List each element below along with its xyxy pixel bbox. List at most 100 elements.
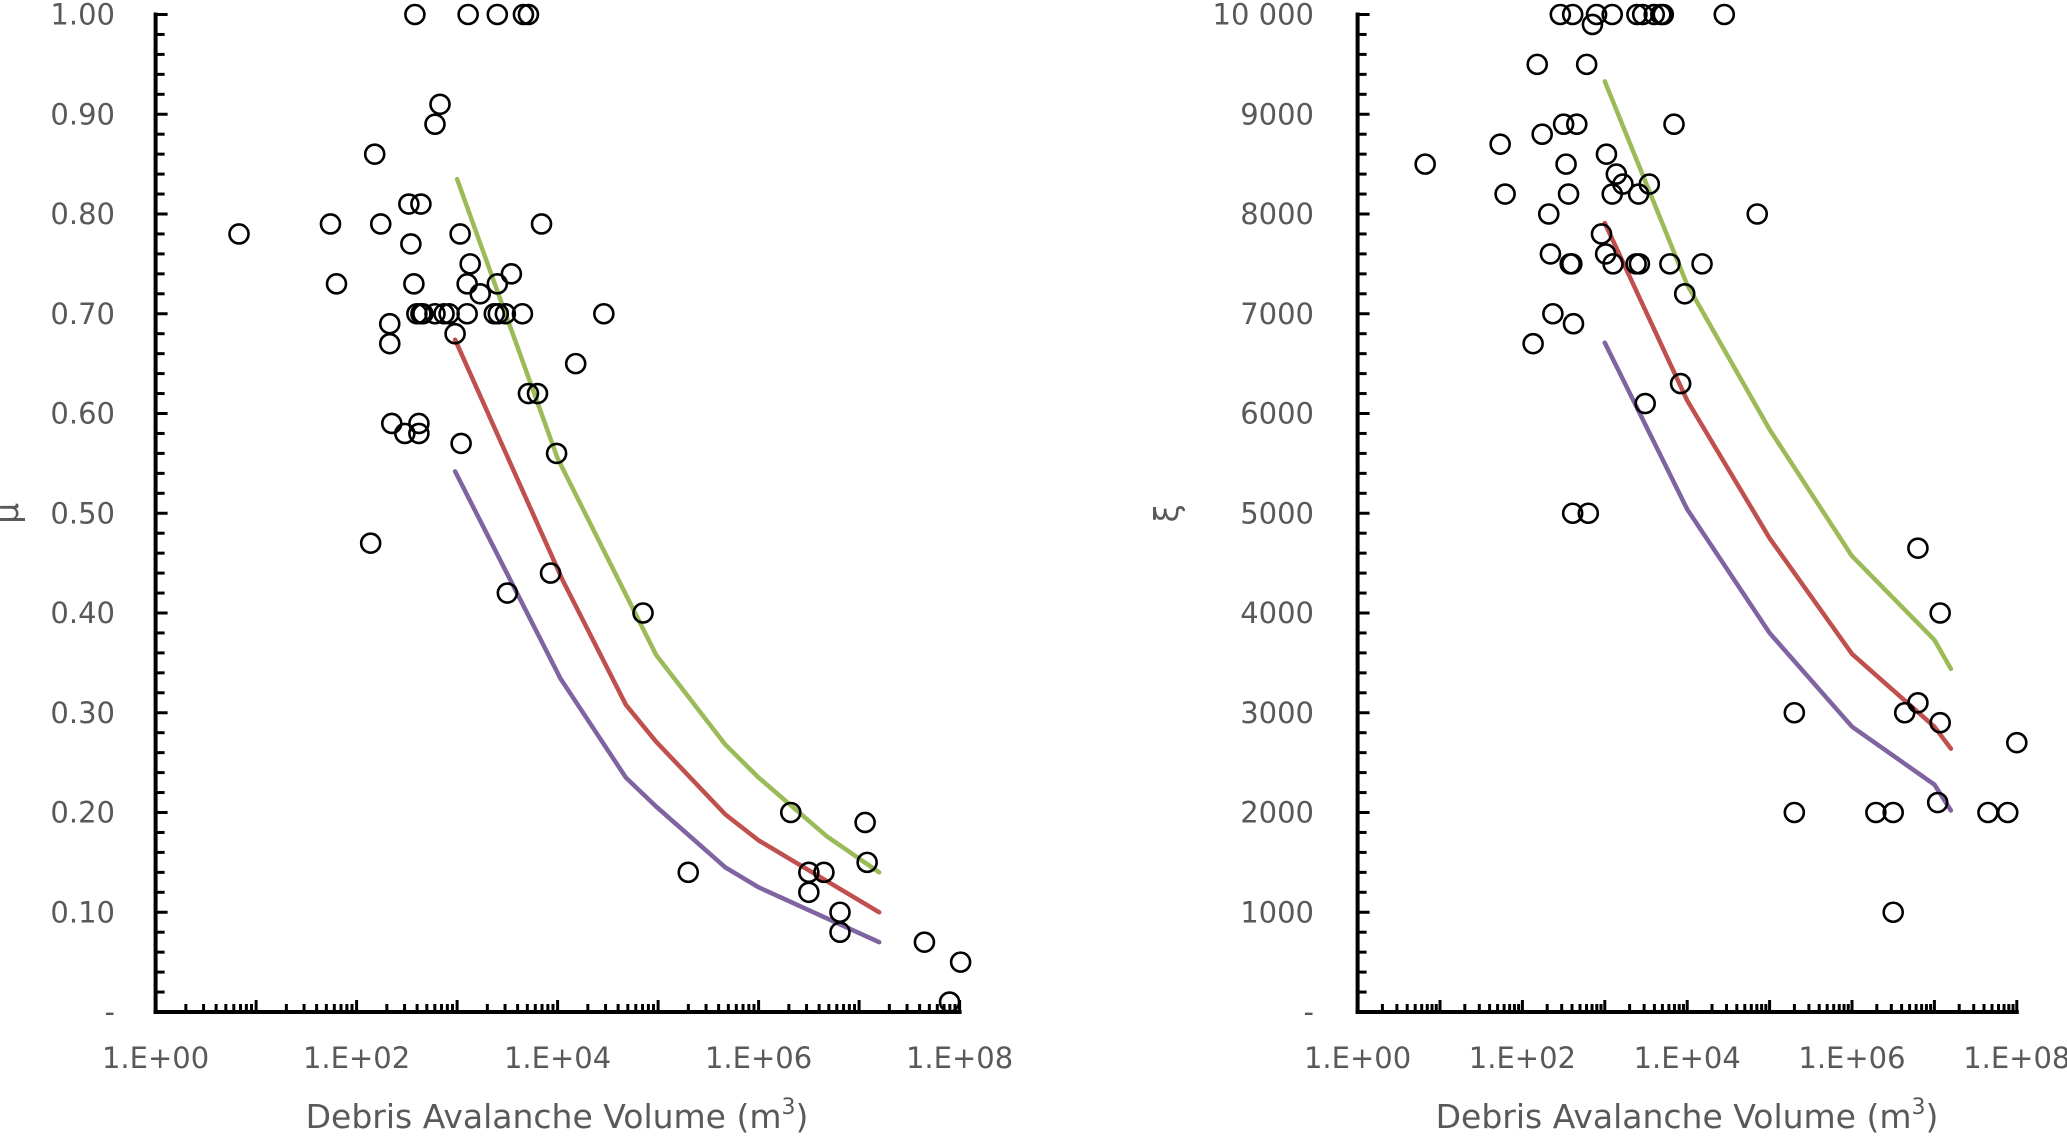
data-point: [1522, 332, 1544, 355]
data-point: [913, 931, 936, 953]
data-point: [457, 3, 479, 26]
data-point: [424, 302, 446, 325]
series-line-lower: [452, 469, 882, 945]
data-point: [486, 273, 509, 295]
y-tick-label: 0.60: [50, 397, 115, 431]
x-tick-label: 1.E+08: [1963, 1041, 2067, 1075]
data-point: [404, 3, 426, 26]
data-point: [779, 801, 802, 824]
x-tick-label: 1.E+02: [1469, 1041, 1576, 1075]
data-point: [394, 422, 416, 445]
data-point: [1590, 223, 1613, 245]
data-point: [1552, 113, 1575, 136]
data-point: [369, 213, 392, 235]
y-tick-label: 0.30: [50, 696, 115, 730]
data-point: [1669, 372, 1692, 395]
data-point: [378, 312, 401, 335]
data-point: [632, 602, 654, 624]
data-point: [1634, 392, 1656, 415]
xi-vs-volume-panel: - 1000 2000 3000 4000 5000 6000 7000 8000 9000 10 …: [1147, 0, 2067, 1136]
y-tick-label: 9000: [1240, 97, 1314, 131]
data-point: [378, 332, 401, 355]
y-tick-label: 7000: [1240, 297, 1314, 331]
data-point: [325, 273, 348, 295]
data-point: [228, 223, 250, 245]
y-tick-label: 1000: [1240, 895, 1314, 929]
x-axis-title-close: ): [1926, 1097, 1939, 1136]
data-point: [1713, 3, 1736, 26]
series-line-middle: [1602, 220, 1954, 751]
y-tick-label: 0.70: [50, 297, 115, 331]
x-axis-title-superscript: 3: [782, 1095, 796, 1120]
y-tick-label: 0.50: [50, 496, 115, 530]
data-point: [1865, 801, 1887, 824]
data-point: [1783, 801, 1806, 824]
data-point: [1907, 537, 1929, 559]
y-tick-label: 6000: [1240, 397, 1314, 431]
y-tick-label: 0.20: [50, 796, 115, 830]
x-axis-title-text: Debris Avalanche Volume (m: [1436, 1097, 1912, 1136]
data-point: [856, 851, 878, 874]
data-point: [1652, 3, 1675, 26]
data-point: [1882, 801, 1904, 824]
data-point: [949, 951, 972, 973]
data-point: [1977, 801, 1999, 824]
data-point: [424, 113, 446, 136]
data-point: [1561, 3, 1584, 26]
data-point: [403, 273, 425, 295]
data-point: [854, 811, 876, 834]
data-point: [511, 302, 534, 325]
data-point: [1882, 901, 1904, 924]
data-point: [1628, 253, 1651, 275]
data-point: [1673, 282, 1696, 305]
data-point: [1537, 203, 1560, 225]
x-tick-label: 1.E+02: [303, 1041, 410, 1075]
data-point: [593, 302, 615, 325]
x-tick-label: 1.E+08: [906, 1041, 1013, 1075]
data-point: [456, 273, 478, 295]
y-tick-label: 8000: [1240, 197, 1314, 231]
data-point: [500, 263, 523, 285]
data-point: [1929, 711, 1951, 734]
data-point: [1531, 123, 1553, 145]
data-point: [1663, 113, 1685, 136]
x-axis-title: Debris Avalanche Volume (m3): [1436, 1095, 1939, 1136]
data-point: [813, 861, 835, 884]
data-point: [545, 442, 568, 465]
data-point: [1561, 253, 1583, 275]
data-point: [1783, 701, 1806, 724]
data-point: [1549, 3, 1572, 26]
data-point: [1581, 13, 1604, 36]
y-tick-label: 0.10: [50, 895, 115, 929]
y-tick-label: 0.80: [50, 197, 115, 231]
x-axis-title-superscript: 3: [1912, 1095, 1926, 1120]
data-point: [2006, 731, 2028, 754]
y-tick-label: 5000: [1240, 496, 1314, 530]
series-line-middle: [452, 337, 882, 915]
data-point: [1659, 253, 1681, 275]
data-point: [363, 143, 386, 165]
data-point: [1691, 253, 1713, 275]
data-point: [1926, 791, 1949, 814]
data-point: [526, 382, 549, 405]
data-point: [677, 861, 700, 884]
x-tick-label: 1.E+00: [1304, 1041, 1411, 1075]
data-point: [1595, 143, 1618, 165]
y-axis-title: μ: [0, 503, 26, 524]
series-line-upper: [454, 176, 882, 875]
data-point: [1557, 183, 1580, 205]
data-point: [449, 223, 471, 245]
data-point: [517, 3, 540, 26]
data-point: [564, 352, 587, 375]
data-point: [1601, 3, 1624, 26]
data-point: [1893, 701, 1916, 724]
y-tick-label: 0.90: [50, 97, 115, 131]
y-tick-label: 10 000: [1213, 0, 1314, 32]
data-point: [1929, 602, 1951, 624]
data-point: [829, 901, 851, 924]
x-tick-label: 1.E+04: [1634, 1041, 1741, 1075]
data-point: [444, 322, 466, 345]
data-point: [410, 193, 432, 215]
data-point: [496, 582, 519, 604]
